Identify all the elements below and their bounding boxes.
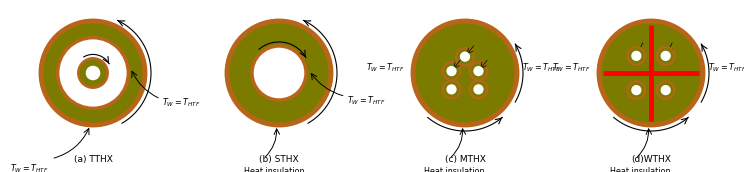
Text: Heat insulation: Heat insulation xyxy=(424,167,485,172)
Text: $T_W = T_{HTF}$: $T_W = T_{HTF}$ xyxy=(10,163,48,172)
Circle shape xyxy=(227,21,331,125)
Circle shape xyxy=(41,21,145,125)
Circle shape xyxy=(443,62,461,80)
Circle shape xyxy=(627,81,645,99)
Circle shape xyxy=(473,84,484,94)
Circle shape xyxy=(469,62,487,80)
Circle shape xyxy=(657,47,675,65)
Circle shape xyxy=(599,21,703,125)
Text: (d)WTHX: (d)WTHX xyxy=(631,155,671,164)
Circle shape xyxy=(473,66,484,76)
Circle shape xyxy=(413,21,517,125)
Circle shape xyxy=(252,46,306,100)
Text: $T_W = T_{HTF}$: $T_W = T_{HTF}$ xyxy=(708,62,744,74)
Circle shape xyxy=(661,51,671,61)
Text: $T_W = T_{HTF}$: $T_W = T_{HTF}$ xyxy=(552,62,591,74)
Text: (c) MTHX: (c) MTHX xyxy=(445,155,485,164)
Circle shape xyxy=(631,85,641,95)
Circle shape xyxy=(456,48,474,66)
Circle shape xyxy=(446,84,457,94)
Circle shape xyxy=(460,52,470,62)
Circle shape xyxy=(627,47,645,65)
Circle shape xyxy=(657,81,675,99)
Circle shape xyxy=(78,58,108,88)
Circle shape xyxy=(86,66,100,80)
Text: $T_W = T_{HTF}$: $T_W = T_{HTF}$ xyxy=(161,97,200,109)
Text: $T_W = T_{HTF}$: $T_W = T_{HTF}$ xyxy=(522,62,560,74)
Circle shape xyxy=(446,66,457,76)
Text: (b) STHX: (b) STHX xyxy=(259,155,299,164)
Text: Heat insulation: Heat insulation xyxy=(243,167,304,172)
Circle shape xyxy=(469,80,487,98)
Circle shape xyxy=(443,80,461,98)
Circle shape xyxy=(631,51,641,61)
Text: $T_W = T_{HTF}$: $T_W = T_{HTF}$ xyxy=(347,94,385,107)
Text: $T_W = T_{HTF}$: $T_W = T_{HTF}$ xyxy=(366,62,405,74)
Circle shape xyxy=(57,38,129,108)
Text: (a) TTHX: (a) TTHX xyxy=(74,155,112,164)
Text: Heat insulation: Heat insulation xyxy=(610,167,671,172)
Circle shape xyxy=(661,85,671,95)
